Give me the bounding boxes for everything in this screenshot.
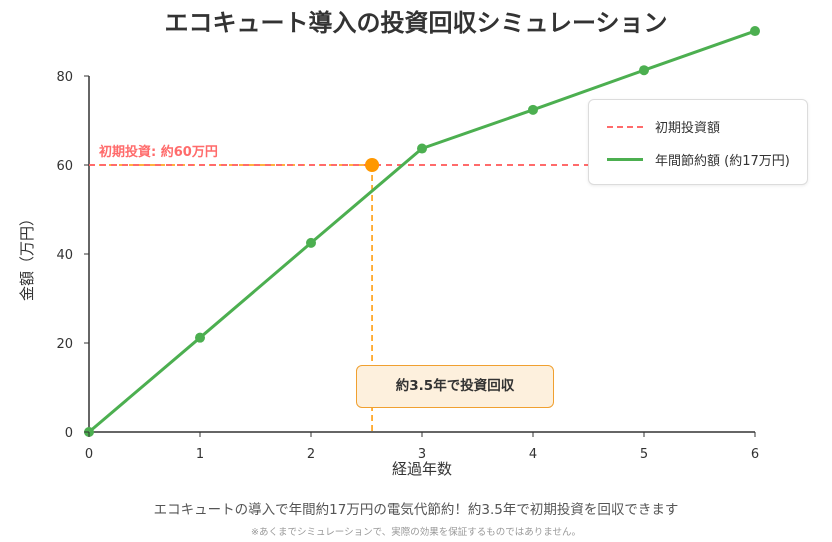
savings-data-point (306, 237, 316, 248)
legend: 初期投資額 年間節約額 (約17万円) (588, 99, 808, 185)
savings-data-point (417, 143, 427, 154)
payback-callout: 約3.5年で投資回収 (356, 365, 554, 408)
y-tick-label: 0 (65, 426, 73, 441)
x-tick-label: 6 (751, 447, 759, 462)
x-tick-label: 1 (196, 447, 204, 462)
legend-item-annual-savings: 年間節約額 (約17万円) (607, 150, 790, 169)
y-tick-label: 80 (56, 70, 73, 85)
footer-message: エコキュートの導入で年間約17万円の電気代節約！約3.5年で初期投資を回収できま… (153, 502, 679, 518)
x-tick-label: 4 (529, 447, 537, 462)
x-tick-label: 2 (307, 447, 315, 462)
chart-title: エコキュート導入の投資回収シミュレーション (164, 9, 668, 37)
y-tick-label: 20 (56, 337, 73, 352)
solid-line-swatch-icon (607, 158, 643, 161)
footer-note: ※あくまでシミュレーションで、実際の効果を保証するものではありません。 (251, 527, 581, 538)
legend-item-initial-cost: 初期投資額 (607, 117, 720, 136)
x-tick-label: 3 (418, 447, 426, 462)
legend-label-annual-savings: 年間節約額 (約17万円) (655, 154, 790, 169)
savings-data-point (528, 104, 538, 115)
y-tick-label: 40 (56, 248, 73, 263)
x-axis-title: 経過年数 (392, 460, 452, 478)
initial-cost-annotation: 初期投資: 約60万円 (99, 145, 218, 160)
savings-data-point (750, 26, 760, 37)
legend-label-initial-cost: 初期投資額 (655, 121, 721, 136)
x-tick-label: 5 (640, 447, 648, 462)
savings-data-point (195, 332, 205, 343)
savings-data-point (639, 65, 649, 76)
dashed-line-swatch-icon (607, 125, 643, 128)
x-tick-label: 0 (85, 447, 93, 462)
breakeven-point-marker (365, 158, 380, 172)
y-axis-title: 金額（万円） (18, 211, 36, 301)
y-tick-label: 60 (56, 159, 73, 174)
